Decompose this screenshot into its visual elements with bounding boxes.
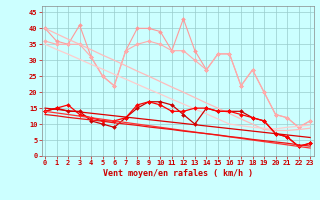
X-axis label: Vent moyen/en rafales ( km/h ): Vent moyen/en rafales ( km/h ) (103, 169, 252, 178)
